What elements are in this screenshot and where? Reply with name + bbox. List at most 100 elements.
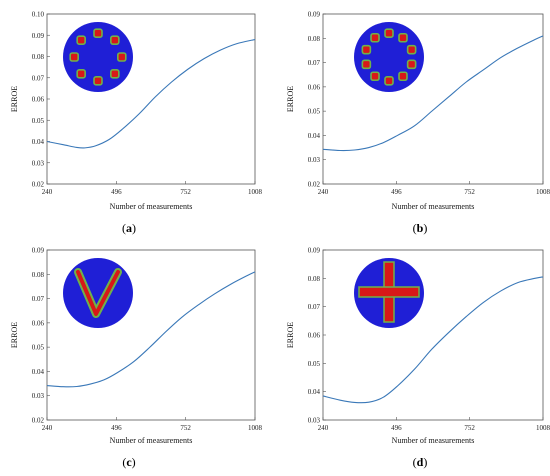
y-tick-label: 0.06 — [308, 83, 321, 91]
chart-panel: 0.03 0.04 0.05 0.06 0.07 0.08 0.09 240 496 752 100… — [286, 247, 550, 470]
panel-label-letter: a — [126, 221, 132, 235]
x-tick-label: 240 — [318, 188, 329, 196]
y-tick-label: 0.03 — [308, 417, 321, 425]
x-axis-label: Number of measurements — [110, 202, 193, 211]
chart-panel: 0.02 0.03 0.04 0.05 0.06 0.07 0.08 0.09 240 496 75… — [286, 11, 550, 236]
y-tick-label: 0.03 — [32, 159, 45, 167]
inclusion-blob — [370, 32, 380, 43]
y-tick-label: 0.07 — [308, 303, 321, 311]
inclusion-blob — [117, 52, 127, 62]
y-tick-label: 0.07 — [308, 59, 321, 67]
y-tick-label: 0.06 — [308, 332, 321, 340]
y-tick-label: 0.08 — [308, 275, 321, 283]
panel-label-close: ) — [423, 455, 427, 469]
panel-label: (c) — [122, 455, 135, 469]
panel-label-close: ) — [132, 221, 136, 235]
y-tick-label: 0.03 — [308, 156, 321, 164]
inclusion-blob — [398, 32, 408, 43]
y-axis-label: ERROE — [10, 322, 19, 348]
x-tick-label: 496 — [111, 424, 122, 432]
y-tick-label: 0.03 — [32, 392, 45, 400]
inclusion-blob — [110, 69, 120, 79]
chart-panel: 0.02 0.03 0.04 0.05 0.06 0.07 0.08 0.09 0.10 240 4… — [10, 11, 263, 236]
y-tick-label: 0.08 — [308, 35, 321, 43]
x-tick-label: 752 — [180, 188, 191, 196]
x-tick-label: 1008 — [536, 424, 550, 432]
y-tick-label: 0.09 — [32, 32, 45, 40]
panel-label-close: ) — [132, 455, 136, 469]
series-line — [46, 271, 256, 388]
panel-label-close: ) — [423, 221, 427, 235]
y-tick-label: 0.09 — [308, 247, 321, 255]
x-tick-label: 240 — [42, 424, 53, 432]
x-tick-label: 496 — [391, 188, 402, 196]
x-tick-label: 496 — [111, 188, 122, 196]
series-line — [46, 38, 256, 149]
x-tick-label: 496 — [391, 424, 402, 432]
chart-panel: 0.02 0.03 0.04 0.05 0.06 0.07 0.08 0.09 240 496 75… — [10, 247, 263, 470]
y-tick-label: 0.05 — [308, 108, 321, 116]
x-tick-label: 1008 — [248, 188, 263, 196]
y-tick-label: 0.09 — [308, 11, 321, 19]
inclusion-blob — [76, 69, 86, 79]
inclusion-blob — [93, 28, 103, 39]
y-axis-label: ERROE — [10, 86, 19, 112]
inclusion-blob — [384, 28, 394, 39]
x-tick-label: 752 — [180, 424, 191, 432]
y-tick-label: 0.09 — [32, 247, 45, 255]
panel-label: (d) — [413, 455, 428, 469]
x-tick-label: 1008 — [536, 188, 550, 196]
panel-label-letter: d — [417, 455, 424, 469]
x-tick-label: 240 — [42, 188, 53, 196]
panel-label-open: ( — [122, 455, 126, 469]
inclusion-blob — [370, 71, 380, 82]
y-tick-label: 0.05 — [308, 360, 321, 368]
panel-label-letter: b — [417, 221, 424, 235]
y-tick-label: 0.10 — [32, 11, 45, 19]
y-tick-label: 0.05 — [32, 344, 45, 352]
inclusion-blob — [406, 44, 417, 55]
y-tick-label: 0.02 — [32, 181, 45, 189]
y-tick-label: 0.05 — [32, 117, 45, 125]
inclusion-blob — [93, 76, 103, 86]
x-axis-label: Number of measurements — [392, 436, 475, 445]
y-tick-label: 0.08 — [32, 53, 45, 61]
panel-label-open: ( — [413, 455, 417, 469]
panel-label-letter: c — [126, 455, 132, 469]
inclusion-blob — [76, 35, 86, 45]
plot-frame — [322, 249, 544, 421]
cross-center — [385, 288, 393, 296]
inclusion-blob — [110, 35, 120, 45]
y-tick-label: 0.08 — [32, 271, 45, 279]
inclusion-blob — [69, 52, 79, 62]
y-tick-label: 0.02 — [32, 417, 45, 425]
y-tick-label: 0.06 — [32, 96, 45, 104]
y-tick-label: 0.04 — [32, 138, 45, 146]
plot-frame — [322, 13, 544, 185]
plot-frame — [46, 249, 256, 421]
inclusion-blob — [361, 59, 372, 70]
y-tick-label: 0.04 — [308, 388, 321, 396]
x-tick-label: 1008 — [248, 424, 263, 432]
y-tick-label: 0.07 — [32, 74, 45, 82]
y-axis-label: ERROE — [286, 86, 295, 112]
panel-label-open: ( — [413, 221, 417, 235]
series-line — [322, 276, 544, 404]
x-tick-label: 752 — [464, 424, 475, 432]
inclusion-blob — [384, 76, 394, 86]
y-axis-label: ERROE — [286, 322, 295, 348]
v-inclusion — [76, 270, 120, 316]
x-axis-label: Number of measurements — [110, 436, 193, 445]
y-tick-label: 0.04 — [308, 132, 321, 140]
panel-label-open: ( — [122, 221, 126, 235]
panel-label: (a) — [122, 221, 136, 235]
inset-disk — [63, 258, 133, 328]
y-tick-label: 0.02 — [308, 181, 321, 189]
x-tick-label: 752 — [464, 188, 475, 196]
series-line — [322, 35, 544, 152]
y-tick-label: 0.04 — [32, 368, 45, 376]
y-tick-label: 0.06 — [32, 319, 45, 327]
y-tick-label: 0.07 — [32, 295, 45, 303]
inclusion-blob — [406, 59, 417, 70]
